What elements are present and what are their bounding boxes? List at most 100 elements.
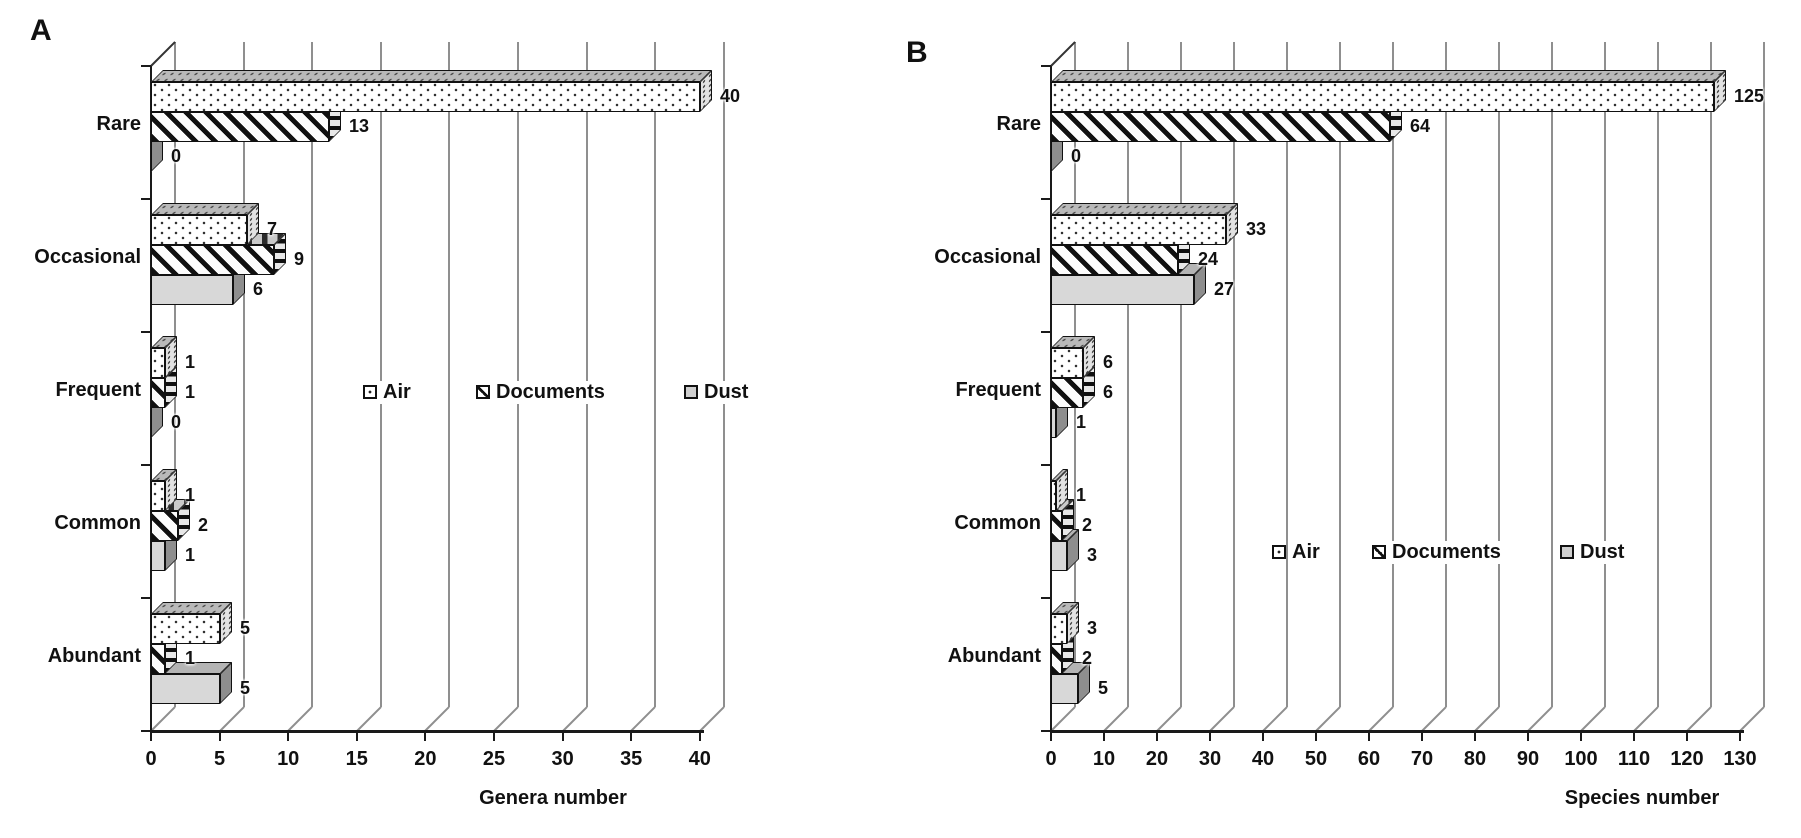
bar-A-occasional-air-top [151, 203, 259, 215]
bar-B-rare-dust-value: 0 [1071, 146, 1082, 166]
gridline-foot [1421, 706, 1447, 732]
bar-A-occasional-documents-front [151, 245, 274, 275]
legend-swatch-dust [684, 385, 698, 399]
bar-A-abundant-documents-front [151, 644, 165, 674]
bar-A-rare-air-value: 40 [720, 86, 741, 106]
category-label-rare: Rare [96, 113, 141, 135]
x-axis-tick [1315, 731, 1317, 741]
x-axis-tick [698, 731, 701, 741]
bar-B-frequent-air-value: 6 [1103, 352, 1114, 372]
y-axis-tick [141, 464, 151, 466]
legend-label-dust: Dust [1577, 541, 1628, 564]
gridline [1445, 42, 1447, 707]
bar-A-frequent-air-value: 1 [185, 352, 196, 372]
x-tick-label: 5 [214, 748, 226, 770]
x-axis-tick [1156, 731, 1158, 741]
x-tick-label: 0 [145, 748, 157, 770]
x-axis-tick [493, 731, 495, 741]
bar-B-abundant-dust-front [1051, 674, 1078, 704]
x-axis-line [151, 730, 704, 733]
bar-A-rare-air-front [151, 82, 700, 112]
gridline-foot [630, 706, 656, 732]
gridline-foot [1103, 706, 1129, 732]
x-tick-label: 70 [1410, 748, 1434, 770]
x-axis-tick [1103, 731, 1105, 741]
gridline-foot [1686, 706, 1712, 732]
y-axis-tick [141, 730, 151, 732]
bar-A-frequent-documents-front [151, 378, 165, 408]
y-axis-tick [141, 65, 151, 67]
gridline-foot [1209, 706, 1235, 732]
category-label-abundant: Abundant [947, 645, 1041, 667]
bar-B-abundant-documents-front [1051, 644, 1062, 674]
gridline [1657, 42, 1659, 707]
x-tick-label: 40 [1251, 748, 1275, 770]
bar-A-common-documents-front [151, 511, 178, 541]
bar-B-occasional-air-front [1051, 215, 1226, 245]
gridline [311, 42, 314, 707]
x-axis-tick [1739, 731, 1741, 741]
bar-B-common-air-value: 1 [1076, 485, 1087, 505]
x-axis-tick [355, 731, 358, 741]
legend-label-documents: Documents [1389, 541, 1504, 564]
x-tick-label: 35 [620, 748, 643, 770]
x-axis-tick [630, 731, 633, 741]
x-axis-line [1051, 730, 1744, 733]
category-label-frequent: Frequent [955, 379, 1041, 401]
bar-B-rare-air-value: 125 [1734, 86, 1765, 106]
x-tick-label: 30 [551, 748, 574, 770]
bar-A-abundant-documents-value: 1 [185, 648, 196, 668]
gridline [1604, 42, 1606, 707]
gridline-foot [356, 706, 382, 732]
bar-B-abundant-air-front [1051, 614, 1067, 644]
bar-B-rare-documents-value: 64 [1410, 116, 1431, 136]
x-tick-label: 90 [1516, 748, 1540, 770]
bar-B-common-documents-front [1051, 511, 1062, 541]
y-axis-tick [141, 198, 151, 200]
bar-B-frequent-documents-front [1051, 378, 1083, 408]
gridline [1127, 42, 1129, 707]
gridline [448, 42, 451, 707]
bar-A-occasional-dust-front [151, 275, 233, 305]
bar-B-occasional-documents-value: 24 [1198, 249, 1219, 269]
x-axis-tick [1262, 731, 1264, 741]
gridline-foot [1315, 706, 1341, 732]
legend-swatch-air [363, 385, 377, 399]
bar-B-occasional-air-top [1051, 203, 1238, 215]
y-axis-tick [1041, 198, 1051, 200]
gridline [1392, 42, 1394, 707]
gridline [242, 42, 245, 707]
x-tick-label: 120 [1670, 748, 1704, 770]
legend-label-documents: Documents [493, 381, 608, 404]
y-axis-tick [1041, 464, 1051, 466]
gridline-foot [1633, 706, 1659, 732]
x-tick-label: 25 [482, 748, 506, 770]
gridline-foot [1368, 706, 1394, 732]
gridline-foot [1050, 706, 1076, 732]
bar-A-occasional-air-value: 7 [267, 219, 278, 239]
legend-label-air: Air [380, 381, 414, 404]
gridline [1286, 42, 1288, 707]
bar-B-occasional-air-value: 33 [1246, 219, 1267, 239]
bar-A-common-air-front [151, 481, 165, 511]
x-tick-label: 10 [1092, 748, 1116, 770]
gridline [379, 42, 382, 707]
gridline-foot [1580, 706, 1606, 732]
x-tick-label: 80 [1463, 748, 1487, 770]
gridline-foot [1262, 706, 1288, 732]
bar-A-common-documents-value: 2 [198, 515, 209, 535]
y-axis-tick [141, 331, 151, 333]
category-label-occasional: Occasional [34, 246, 141, 268]
x-axis-tick [1421, 731, 1423, 741]
x-axis-tick [1580, 731, 1582, 741]
x-tick-label: 0 [1045, 748, 1057, 770]
bar-B-common-dust-front [1051, 541, 1067, 571]
gridline-foot [1739, 706, 1765, 732]
x-axis-tick [1209, 731, 1211, 741]
x-axis-tick [424, 731, 427, 741]
bar-B-occasional-documents-front [1051, 245, 1178, 275]
bar-B-common-documents-value: 2 [1082, 515, 1093, 535]
y-axis-tick [1041, 331, 1051, 333]
bar-B-occasional-dust-front [1051, 275, 1194, 305]
